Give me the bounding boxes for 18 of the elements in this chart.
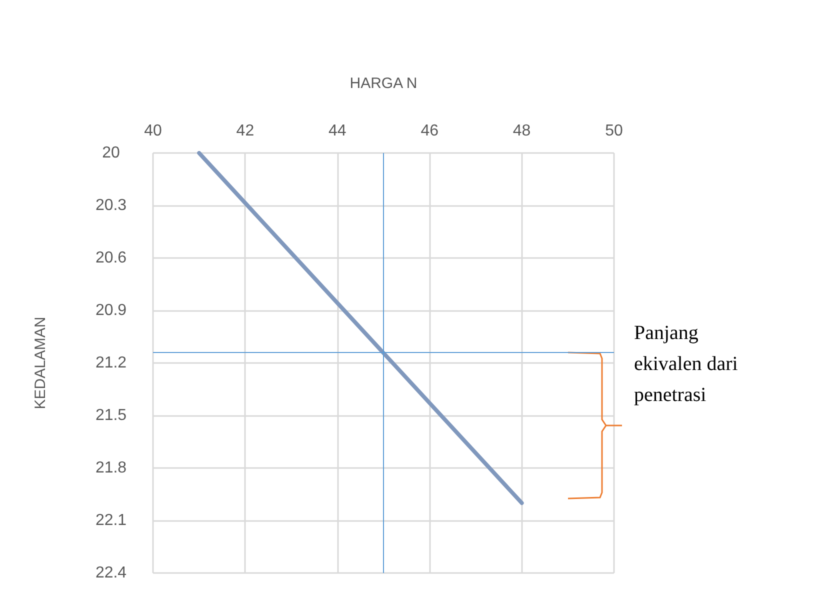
y-tick-label: 20.6 <box>95 250 127 266</box>
y-tick-label: 21.8 <box>95 460 127 476</box>
x-axis-title: HARGA N <box>350 75 418 92</box>
x-tick-label: 42 <box>236 122 254 140</box>
y-tick-label: 21.2 <box>95 354 127 372</box>
y-tick-label: 21.5 <box>95 407 127 424</box>
x-tick-label: 46 <box>420 122 439 140</box>
y-tick-label: 20.9 <box>95 302 127 319</box>
x-tick-label: 50 <box>605 122 623 140</box>
x-tick-label: 48 <box>512 122 531 140</box>
y-tick-label: 20.3 <box>95 197 127 214</box>
text: Panjang ekivalen dari penetrasi <box>634 322 743 406</box>
y-tick-label: 22.1 <box>95 512 127 529</box>
x-tick-label: 44 <box>328 122 346 140</box>
x-tick-label: 40 <box>144 122 162 140</box>
y-tick-label: 22.4 <box>95 564 127 582</box>
y-tick-label: 20 <box>102 144 120 162</box>
y-axis-title: KEDALAMAN <box>32 316 49 410</box>
